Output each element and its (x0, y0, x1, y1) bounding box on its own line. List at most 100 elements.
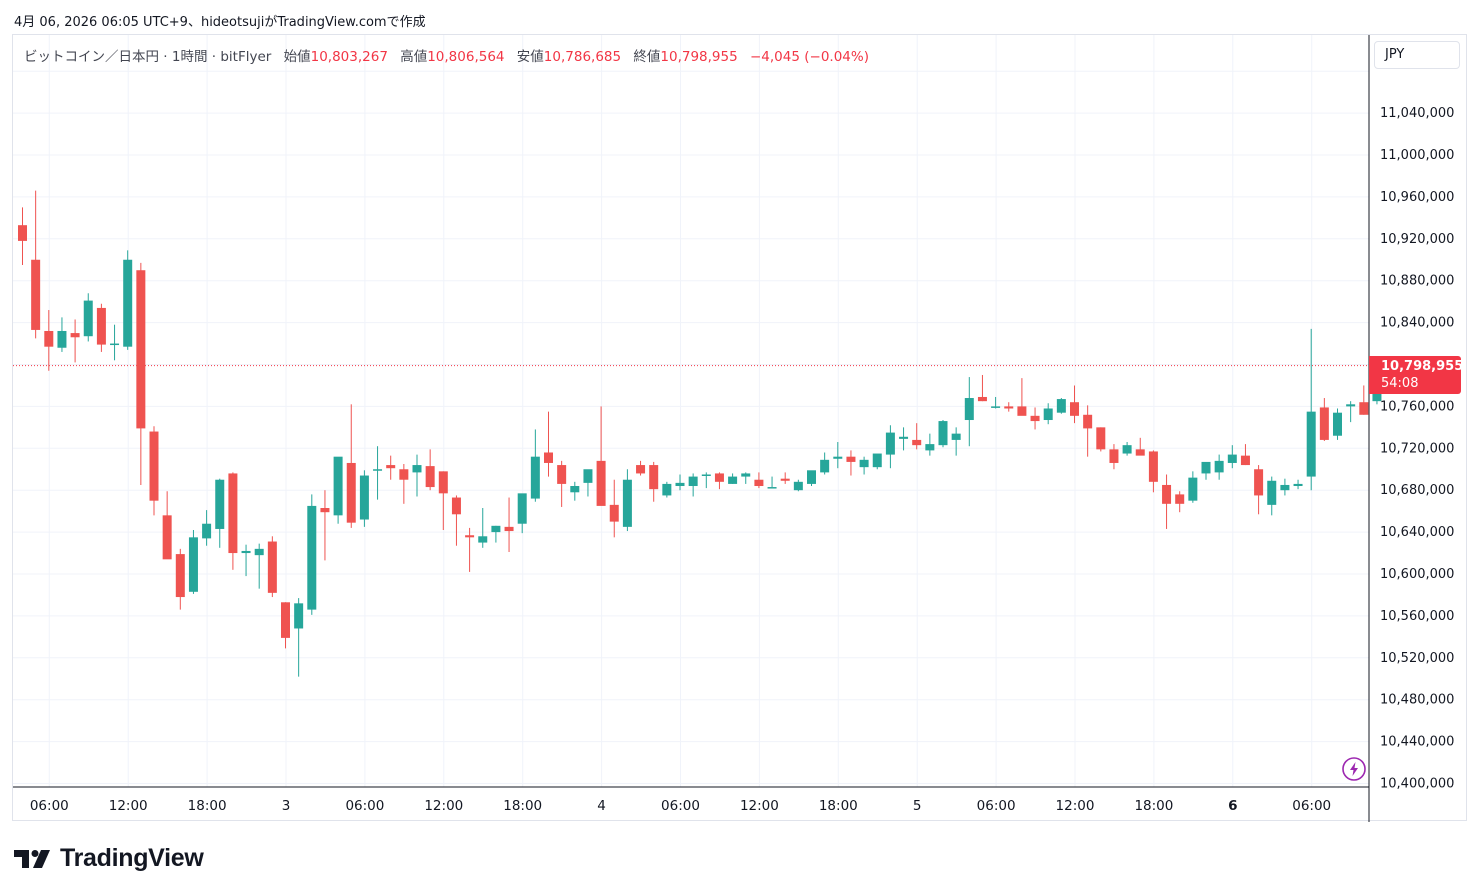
candle[interactable] (465, 527, 475, 572)
candle[interactable] (1109, 444, 1119, 470)
candle[interactable] (202, 510, 212, 546)
candle[interactable] (346, 404, 356, 528)
candle[interactable] (1083, 405, 1093, 457)
candle[interactable] (18, 207, 27, 265)
candle[interactable] (1280, 478, 1290, 496)
candle[interactable] (110, 324, 120, 361)
candle[interactable] (1240, 444, 1250, 466)
candle[interactable] (872, 453, 882, 470)
candle[interactable] (951, 427, 961, 456)
candle[interactable] (1017, 378, 1027, 416)
candle[interactable] (1070, 385, 1079, 424)
candle[interactable] (294, 598, 304, 677)
tradingview-brand[interactable]: TradingView (14, 844, 204, 873)
candle[interactable] (1201, 461, 1211, 480)
candle[interactable] (333, 456, 343, 524)
candle[interactable] (1148, 450, 1158, 493)
candle[interactable] (925, 433, 935, 456)
candle[interactable] (662, 481, 672, 498)
candle[interactable] (517, 493, 527, 534)
candle[interactable] (478, 508, 488, 548)
candle[interactable] (1359, 385, 1369, 415)
candle[interactable] (228, 472, 238, 570)
candle[interactable] (609, 479, 619, 538)
candle[interactable] (1306, 328, 1316, 491)
chart-frame[interactable]: 11,040,000 11,000,000 10,960,000 10,920,000… (12, 34, 1468, 822)
candle[interactable] (1096, 427, 1106, 452)
candle[interactable] (491, 525, 501, 543)
candle[interactable] (859, 456, 869, 475)
candle[interactable] (530, 429, 540, 502)
candle[interactable] (267, 536, 277, 598)
candle[interactable] (1333, 408, 1342, 440)
candle[interactable] (31, 190, 41, 339)
candle[interactable] (188, 530, 198, 594)
candle[interactable] (57, 317, 67, 352)
candle[interactable] (885, 425, 895, 469)
candle[interactable] (714, 472, 724, 490)
candle[interactable] (162, 491, 172, 560)
candle[interactable] (675, 474, 685, 491)
candle[interactable] (596, 406, 606, 506)
candle[interactable] (622, 469, 632, 532)
candle[interactable] (1227, 445, 1237, 469)
candle[interactable] (281, 602, 290, 649)
candle[interactable] (938, 420, 948, 448)
candle[interactable] (964, 377, 974, 447)
candle[interactable] (1175, 491, 1185, 513)
candle[interactable] (386, 455, 396, 480)
candle[interactable] (701, 472, 711, 489)
candle[interactable] (991, 396, 1001, 409)
candle[interactable] (425, 449, 435, 491)
candle[interactable] (1346, 401, 1356, 423)
candle[interactable] (583, 469, 593, 497)
candle[interactable] (570, 481, 580, 501)
candle[interactable] (807, 470, 816, 487)
candle[interactable] (649, 461, 659, 502)
candle[interactable] (544, 411, 553, 477)
candle[interactable] (820, 452, 830, 475)
candle[interactable] (44, 310, 54, 371)
candle[interactable] (1004, 402, 1014, 412)
candle[interactable] (899, 427, 909, 451)
candle[interactable] (451, 495, 461, 546)
candlestick-chart[interactable]: 11,040,000 11,000,000 10,960,000 10,920,000… (13, 35, 1468, 822)
candle[interactable] (320, 490, 330, 561)
candle[interactable] (1162, 474, 1172, 529)
candle[interactable] (215, 478, 225, 548)
candle[interactable] (977, 374, 987, 402)
candle[interactable] (1267, 476, 1277, 516)
candle[interactable] (1056, 398, 1066, 414)
candle[interactable] (307, 494, 317, 615)
candle[interactable] (833, 442, 843, 469)
candle[interactable] (1293, 479, 1303, 490)
candle[interactable] (136, 262, 146, 485)
candle[interactable] (1135, 437, 1145, 456)
candle[interactable] (846, 450, 856, 476)
candle[interactable] (754, 472, 764, 489)
candle[interactable] (1188, 471, 1198, 503)
candle[interactable] (399, 464, 409, 504)
candle[interactable] (1030, 407, 1040, 430)
candle[interactable] (504, 497, 514, 553)
candle[interactable] (557, 460, 567, 507)
candle[interactable] (373, 446, 383, 500)
candle[interactable] (70, 319, 80, 363)
candle[interactable] (1319, 398, 1329, 441)
candle[interactable] (149, 426, 159, 516)
candle[interactable] (1043, 403, 1053, 425)
candle[interactable] (767, 476, 777, 489)
candle[interactable] (254, 543, 264, 589)
candle[interactable] (1214, 454, 1224, 480)
candle[interactable] (1254, 465, 1264, 515)
candle[interactable] (780, 472, 790, 484)
candle[interactable] (1122, 442, 1132, 456)
candle[interactable] (438, 471, 448, 531)
candle[interactable] (359, 470, 369, 527)
candle[interactable] (241, 544, 251, 577)
candle[interactable] (83, 293, 93, 342)
candle[interactable] (412, 454, 422, 497)
candle[interactable] (96, 303, 106, 352)
candle[interactable] (123, 250, 133, 350)
candle[interactable] (636, 460, 646, 476)
